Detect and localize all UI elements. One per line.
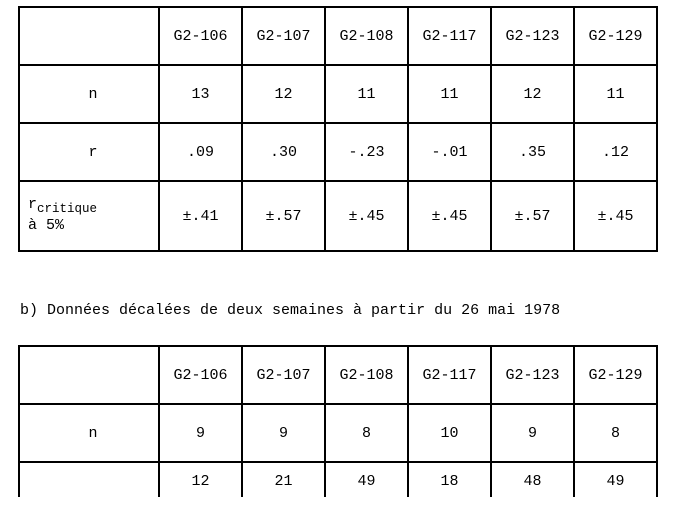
cell: ±.57	[242, 181, 325, 251]
table-a-col-1: G2-106	[159, 7, 242, 65]
table-b-header-row: G2-106 G2-107 G2-108 G2-117 G2-123 G2-12…	[19, 346, 657, 404]
table-b-corner	[19, 346, 159, 404]
cell: ±.57	[491, 181, 574, 251]
table-a-row-r: r .09 .30 -.23 -.01 .35 .12	[19, 123, 657, 181]
table-a-col-4: G2-117	[408, 7, 491, 65]
table-a-col-3: G2-108	[325, 7, 408, 65]
cell: ±.45	[325, 181, 408, 251]
table-a-row-rcrit-label: rcritique à 5%	[19, 181, 159, 251]
table-b-row-r-clipped: 12 21 49 18 48 49	[18, 463, 671, 497]
table-b-row-n-label: n	[19, 404, 159, 462]
table-a-row-n-label: n	[19, 65, 159, 123]
table-b-col-4: G2-117	[408, 346, 491, 404]
table-b-row-n: n 9 9 8 10 9 8	[19, 404, 657, 462]
cell: 21	[242, 463, 325, 497]
cell: 9	[159, 404, 242, 462]
cell: 11	[408, 65, 491, 123]
rcrit-sup: r	[28, 196, 37, 213]
table-a-header-row: G2-106 G2-107 G2-108 G2-117 G2-123 G2-12…	[19, 7, 657, 65]
cell: 8	[574, 404, 657, 462]
cell: .30	[242, 123, 325, 181]
cell: 49	[574, 463, 657, 497]
table-b-col-2: G2-107	[242, 346, 325, 404]
caption-b: b) Données décalées de deux semaines à p…	[20, 302, 671, 319]
table-b-row-r-label	[19, 463, 159, 497]
cell: 12	[159, 463, 242, 497]
cell: 48	[491, 463, 574, 497]
table-b-col-1: G2-106	[159, 346, 242, 404]
table-b-col-3: G2-108	[325, 346, 408, 404]
table-b: G2-106 G2-107 G2-108 G2-117 G2-123 G2-12…	[18, 345, 658, 463]
cell: ±.45	[408, 181, 491, 251]
cell: 18	[408, 463, 491, 497]
cell: .12	[574, 123, 657, 181]
table-a-row-n: n 13 12 11 11 12 11	[19, 65, 657, 123]
cell: 12	[242, 65, 325, 123]
table-a-row-r-label: r	[19, 123, 159, 181]
cell: .35	[491, 123, 574, 181]
table-b-col-6: G2-129	[574, 346, 657, 404]
cell: 12	[491, 65, 574, 123]
table-a-corner	[19, 7, 159, 65]
table-a-col-2: G2-107	[242, 7, 325, 65]
cell: 8	[325, 404, 408, 462]
table-a: G2-106 G2-107 G2-108 G2-117 G2-123 G2-12…	[18, 6, 658, 252]
cell: 9	[242, 404, 325, 462]
cell: ±.45	[574, 181, 657, 251]
table-a-row-rcrit: rcritique à 5% ±.41 ±.57 ±.45 ±.45 ±.57 …	[19, 181, 657, 251]
cell: 11	[574, 65, 657, 123]
table-a-col-6: G2-129	[574, 7, 657, 65]
table-b-row-r: 12 21 49 18 48 49	[19, 463, 657, 497]
cell: -.01	[408, 123, 491, 181]
page: G2-106 G2-107 G2-108 G2-117 G2-123 G2-12…	[0, 0, 689, 497]
table-b-col-5: G2-123	[491, 346, 574, 404]
cell: 49	[325, 463, 408, 497]
cell: .09	[159, 123, 242, 181]
cell: 10	[408, 404, 491, 462]
cell: -.23	[325, 123, 408, 181]
cell: 9	[491, 404, 574, 462]
cell: 13	[159, 65, 242, 123]
table-a-col-5: G2-123	[491, 7, 574, 65]
rcrit-line2: à 5%	[28, 217, 64, 234]
rcrit-sub: critique	[37, 202, 97, 216]
cell: ±.41	[159, 181, 242, 251]
cell: 11	[325, 65, 408, 123]
